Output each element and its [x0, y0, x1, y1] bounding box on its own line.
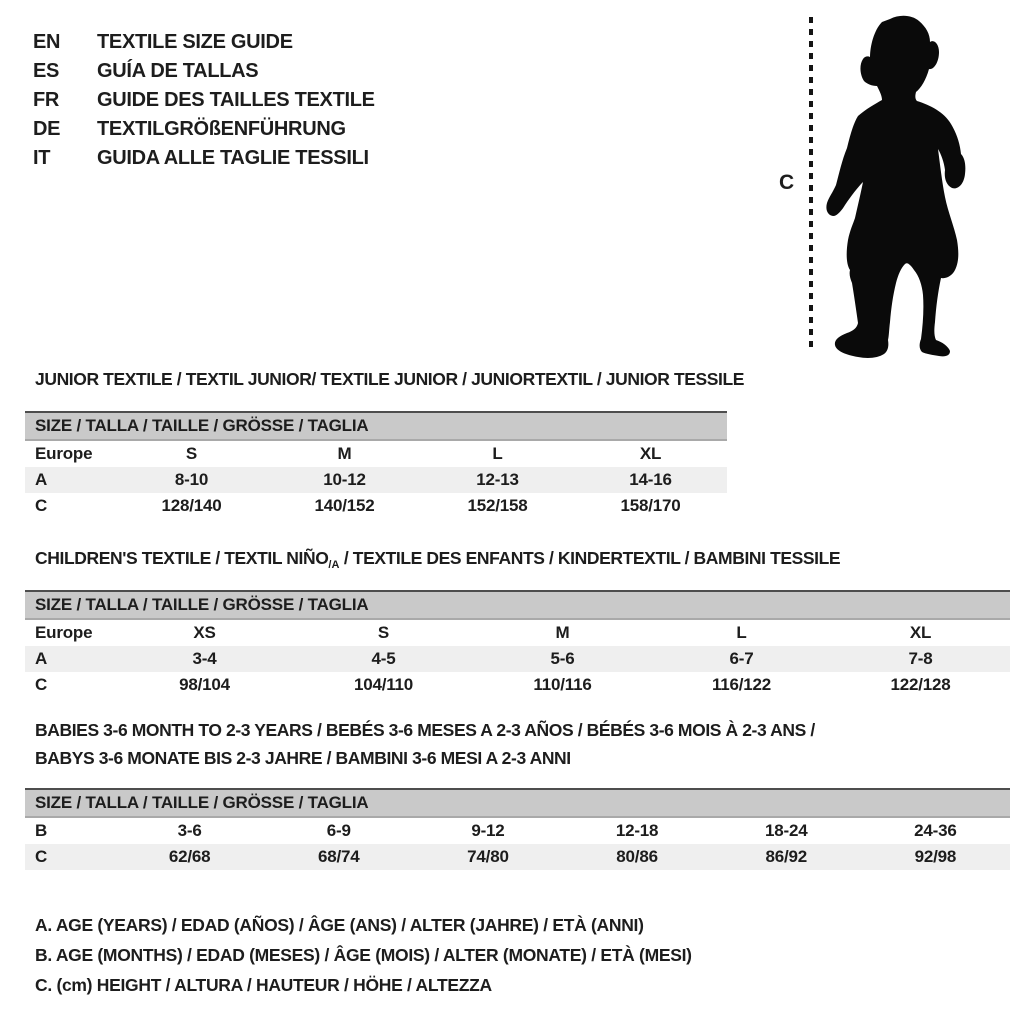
size-cell: 122/128 — [890, 675, 951, 694]
table-header-row: SIZE / TALLA / TAILLE / GRÖSSE / TAGLIA — [25, 411, 728, 441]
language-title: GUIDE DES TAILLES TEXTILE — [97, 89, 375, 111]
table-row-europe: Europe XS S M L XL — [25, 619, 1010, 646]
children-section-heading: CHILDREN'S TEXTILE / TEXTIL NIÑO/A / TEX… — [35, 548, 841, 571]
size-cell: XL — [639, 444, 662, 463]
size-cell: 24-36 — [914, 821, 957, 840]
language-title: GUÍA DE TALLAS — [97, 60, 259, 82]
size-header-cell: SIZE / TALLA / TAILLE / GRÖSSE / TAGLIA — [25, 590, 1011, 620]
heading-line-1: BABIES 3-6 MONTH TO 2-3 YEARS / BEBÉS 3-… — [35, 720, 815, 740]
table-header-row: SIZE / TALLA / TAILLE / GRÖSSE / TAGLIA — [25, 590, 1011, 620]
size-cell: XL — [909, 623, 932, 642]
table-row-height: C 98/104 104/110 110/116 116/122 122/128 — [25, 672, 1010, 698]
size-cell: L — [492, 444, 503, 463]
babies-section-heading: BABIES 3-6 MONTH TO 2-3 YEARS / BEBÉS 3-… — [35, 716, 815, 772]
size-cell: 7-8 — [831, 646, 1011, 672]
size-cell: 12-18 — [615, 821, 659, 840]
footnote-age-years: A. AGE (YEARS) / EDAD (AÑOS) / ÂGE (ANS)… — [35, 915, 644, 935]
size-cell: 86/92 — [711, 844, 861, 870]
size-cell: M — [337, 444, 352, 463]
language-row-es: ES GUÍA DE TALLAS — [33, 57, 375, 86]
language-code: IT — [33, 147, 51, 169]
table-row-europe: Europe S M L XL — [25, 440, 727, 467]
size-cell: 92/98 — [860, 844, 1010, 870]
language-code: ES — [33, 60, 60, 82]
language-title: GUIDA ALLE TAGLIE TESSILI — [97, 147, 369, 169]
size-cell: 3-4 — [115, 646, 294, 672]
row-label-cell: Europe — [35, 623, 93, 642]
size-cell: 6-7 — [652, 646, 831, 672]
row-label-cell: C — [35, 496, 48, 515]
language-code: EN — [33, 31, 61, 53]
row-label-cell: A — [25, 467, 115, 493]
size-cell: S — [377, 623, 390, 642]
language-row-en: EN TEXTILE SIZE GUIDE — [33, 28, 375, 57]
footnote-age-months: B. AGE (MONTHS) / EDAD (MESES) / ÂGE (MO… — [35, 945, 692, 965]
size-cell: 140/152 — [314, 496, 375, 515]
size-cell: 68/74 — [264, 844, 414, 870]
table-row-age: A 3-4 4-5 5-6 6-7 7-8 — [25, 646, 1011, 672]
legend-footnotes: A. AGE (YEARS) / EDAD (AÑOS) / ÂGE (ANS)… — [35, 910, 692, 1000]
heading-text: / TEXTILE DES ENFANTS / KINDERTEXTIL / B… — [339, 548, 841, 568]
size-cell: 152/158 — [467, 496, 528, 515]
size-cell: 80/86 — [562, 844, 712, 870]
size-cell: 74/80 — [413, 844, 563, 870]
language-code: DE — [33, 118, 61, 140]
row-label-cell: C — [35, 675, 48, 694]
table-row-age-months: B 3-6 6-9 9-12 12-18 18-24 24-36 — [25, 817, 1010, 844]
size-cell: L — [736, 623, 747, 642]
heading-subscript: /A — [328, 559, 340, 571]
size-cell: M — [555, 623, 570, 642]
junior-size-table: SIZE / TALLA / TAILLE / GRÖSSE / TAGLIA … — [25, 411, 728, 519]
language-row-de: DE TEXTILGRÖßENFÜHRUNG — [33, 115, 375, 144]
size-cell: XS — [193, 623, 216, 642]
row-label-cell: C — [25, 844, 116, 870]
size-cell: 5-6 — [473, 646, 652, 672]
language-code: FR — [33, 89, 60, 111]
size-cell: 6-9 — [326, 821, 351, 840]
size-cell: 110/116 — [533, 675, 592, 694]
size-cell: 158/170 — [620, 496, 681, 515]
language-row-fr: FR GUIDE DES TAILLES TEXTILE — [33, 86, 375, 115]
babies-size-table: SIZE / TALLA / TAILLE / GRÖSSE / TAGLIA … — [25, 788, 1010, 870]
junior-section-heading: JUNIOR TEXTILE / TEXTIL JUNIOR/ TEXTILE … — [35, 369, 745, 389]
language-title-list: EN TEXTILE SIZE GUIDE ES GUÍA DE TALLAS … — [33, 28, 375, 173]
table-row-age: A 8-10 10-12 12-13 14-16 — [25, 467, 728, 493]
size-cell: 18-24 — [764, 821, 808, 840]
row-label-cell: A — [25, 646, 115, 672]
heading-line-2: BABYS 3-6 MONATE BIS 2-3 JAHRE / BAMBINI… — [35, 748, 571, 768]
table-header-row: SIZE / TALLA / TAILLE / GRÖSSE / TAGLIA — [25, 788, 1010, 818]
size-cell: 3-6 — [177, 821, 202, 840]
size-cell: 14-16 — [574, 467, 728, 493]
size-cell: 128/140 — [161, 496, 222, 515]
size-cell: 10-12 — [268, 467, 421, 493]
size-cell: 98/104 — [179, 675, 230, 694]
size-cell: 4-5 — [294, 646, 473, 672]
children-size-table: SIZE / TALLA / TAILLE / GRÖSSE / TAGLIA … — [25, 590, 1011, 698]
height-marker-label: C — [779, 171, 795, 194]
size-cell: 116/122 — [711, 675, 772, 694]
size-cell: 12-13 — [421, 467, 574, 493]
size-header-cell: SIZE / TALLA / TAILLE / GRÖSSE / TAGLIA — [25, 411, 728, 441]
table-row-height: C 128/140 140/152 152/158 158/170 — [25, 493, 727, 519]
row-label-cell: B — [35, 821, 48, 840]
size-cell: 8-10 — [115, 467, 268, 493]
table-row-height: C 62/68 68/74 74/80 80/86 86/92 92/98 — [25, 844, 1010, 870]
size-cell: 104/110 — [353, 675, 414, 694]
language-row-it: IT GUIDA ALLE TAGLIE TESSILI — [33, 144, 375, 173]
footnote-height-cm: C. (cm) HEIGHT / ALTURA / HAUTEUR / HÖHE… — [35, 975, 492, 995]
size-cell: 9-12 — [471, 821, 505, 840]
baby-silhouette-icon — [826, 15, 966, 358]
language-title: TEXTILGRÖßENFÜHRUNG — [97, 118, 346, 140]
language-title: TEXTILE SIZE GUIDE — [97, 31, 293, 53]
height-dotted-line — [809, 17, 813, 353]
size-cell: 62/68 — [115, 844, 265, 870]
heading-text: CHILDREN'S TEXTILE / TEXTIL NIÑO — [35, 548, 329, 568]
size-header-cell: SIZE / TALLA / TAILLE / GRÖSSE / TAGLIA — [25, 788, 1010, 818]
size-cell: S — [185, 444, 198, 463]
row-label-cell: Europe — [35, 444, 93, 463]
